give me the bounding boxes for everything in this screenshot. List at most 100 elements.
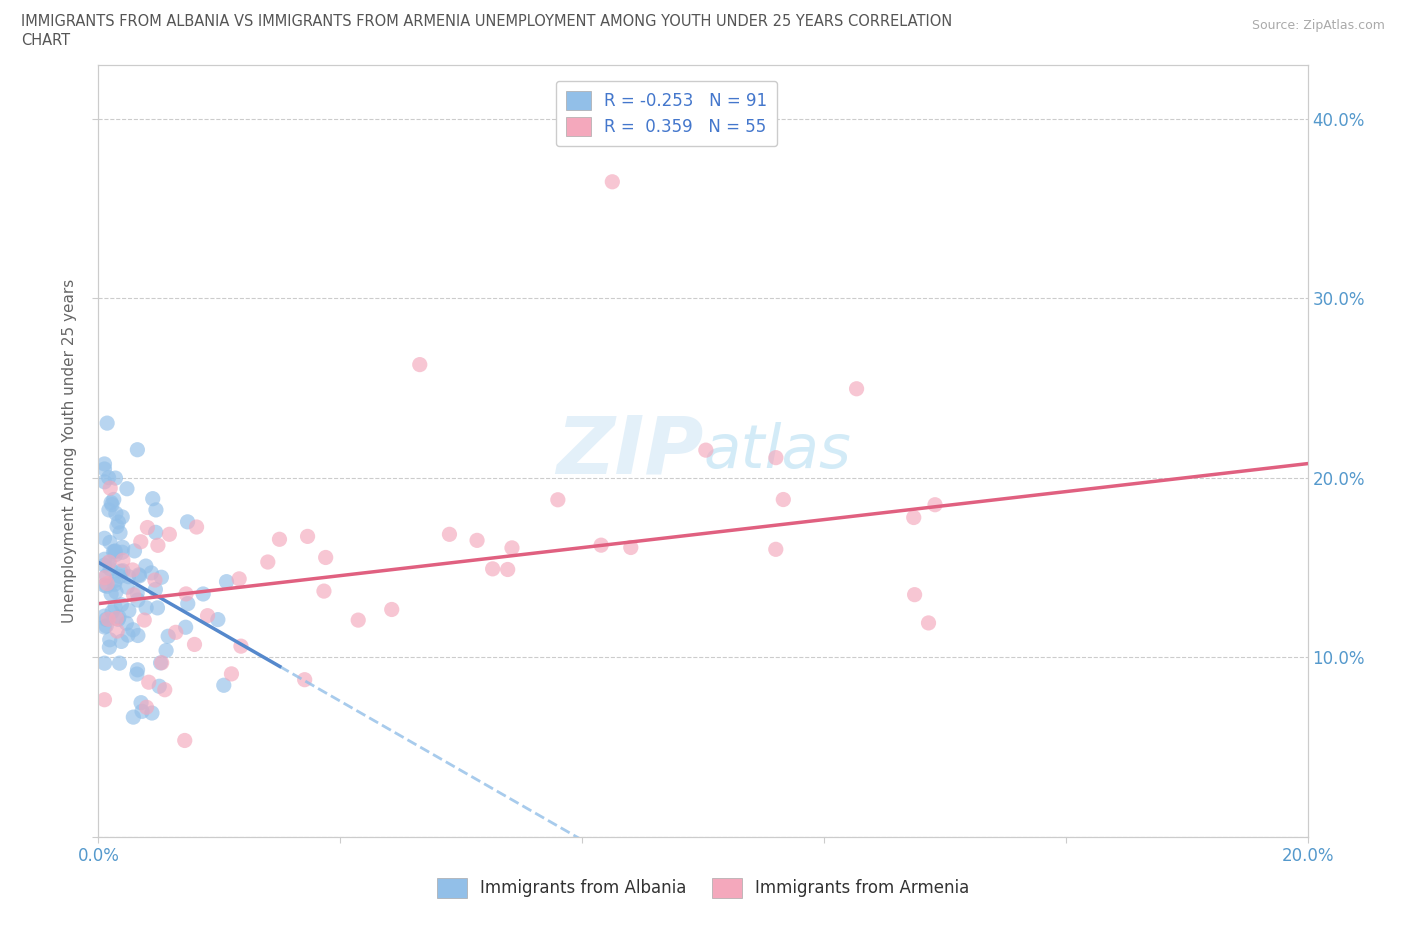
Point — [212, 678, 235, 693]
Text: CHART: CHART — [21, 33, 70, 47]
Text: Source: ZipAtlas.com: Source: ZipAtlas.com — [1251, 19, 1385, 32]
Point — [297, 529, 319, 544]
Point — [93, 692, 115, 707]
Point — [125, 667, 148, 682]
Point — [903, 510, 925, 525]
Point — [127, 586, 149, 601]
Point — [904, 587, 927, 602]
Point — [174, 619, 197, 634]
Point — [134, 613, 156, 628]
Point — [183, 637, 205, 652]
Point — [101, 498, 124, 512]
Point — [197, 608, 219, 623]
Point — [146, 601, 169, 616]
Point — [93, 558, 115, 573]
Point — [177, 596, 200, 611]
Point — [110, 634, 132, 649]
Point — [347, 613, 370, 628]
Point — [501, 540, 523, 555]
Point — [191, 587, 214, 602]
Point — [136, 520, 159, 535]
Point — [115, 579, 138, 594]
Point — [165, 625, 187, 640]
Point — [315, 550, 337, 565]
Point — [496, 562, 519, 577]
Point — [105, 611, 128, 626]
Point — [96, 618, 118, 633]
Point — [97, 555, 120, 570]
Point — [127, 628, 149, 643]
Point — [104, 471, 127, 485]
Point — [128, 567, 150, 582]
Point — [93, 578, 115, 592]
Point — [765, 450, 787, 465]
Point — [104, 577, 127, 591]
Point — [269, 532, 291, 547]
Point — [111, 552, 134, 567]
Point — [122, 588, 145, 603]
Point — [765, 542, 787, 557]
Point — [547, 492, 569, 507]
Point — [121, 563, 143, 578]
Point — [108, 569, 131, 584]
Point — [124, 543, 146, 558]
Point — [924, 498, 946, 512]
Point — [215, 574, 238, 589]
Point — [221, 667, 243, 682]
Point — [93, 656, 115, 671]
Point — [93, 461, 115, 476]
Point — [122, 622, 145, 637]
Point — [145, 502, 167, 517]
Point — [173, 733, 195, 748]
Point — [127, 592, 149, 607]
Point — [111, 510, 134, 525]
Point — [100, 495, 122, 510]
Point — [104, 543, 127, 558]
Point — [141, 706, 163, 721]
Point — [439, 527, 461, 542]
Point — [93, 474, 115, 489]
Point — [101, 604, 124, 619]
Point — [103, 492, 125, 507]
Point — [111, 564, 134, 578]
Legend: Immigrants from Albania, Immigrants from Armenia: Immigrants from Albania, Immigrants from… — [429, 870, 977, 906]
Text: IMMIGRANTS FROM ALBANIA VS IMMIGRANTS FROM ARMENIA UNEMPLOYMENT AMONG YOUTH UNDE: IMMIGRANTS FROM ALBANIA VS IMMIGRANTS FR… — [21, 14, 952, 29]
Point — [602, 174, 624, 189]
Point — [96, 568, 118, 583]
Point — [129, 696, 152, 711]
Point — [93, 531, 115, 546]
Point — [98, 554, 121, 569]
Point — [155, 643, 177, 658]
Point — [98, 481, 121, 496]
Point — [108, 525, 131, 540]
Point — [104, 547, 127, 562]
Point — [845, 381, 868, 396]
Point — [96, 576, 118, 591]
Y-axis label: Unemployment Among Youth under 25 years: Unemployment Among Youth under 25 years — [62, 279, 77, 623]
Point — [127, 662, 149, 677]
Point — [111, 545, 134, 560]
Point — [97, 612, 120, 627]
Point — [115, 616, 138, 631]
Point — [115, 482, 138, 497]
Point — [108, 610, 131, 625]
Point — [207, 612, 229, 627]
Point — [149, 656, 172, 671]
Point — [98, 535, 121, 550]
Point — [176, 514, 198, 529]
Point — [131, 704, 153, 719]
Point — [146, 538, 169, 552]
Point — [174, 587, 197, 602]
Point — [150, 656, 173, 671]
Point — [145, 582, 167, 597]
Point — [128, 568, 150, 583]
Point — [118, 604, 141, 618]
Point — [145, 525, 167, 539]
Point — [104, 506, 127, 521]
Point — [93, 551, 115, 566]
Point — [294, 672, 316, 687]
Point — [141, 565, 163, 580]
Point — [122, 710, 145, 724]
Point — [108, 656, 131, 671]
Point — [105, 584, 128, 599]
